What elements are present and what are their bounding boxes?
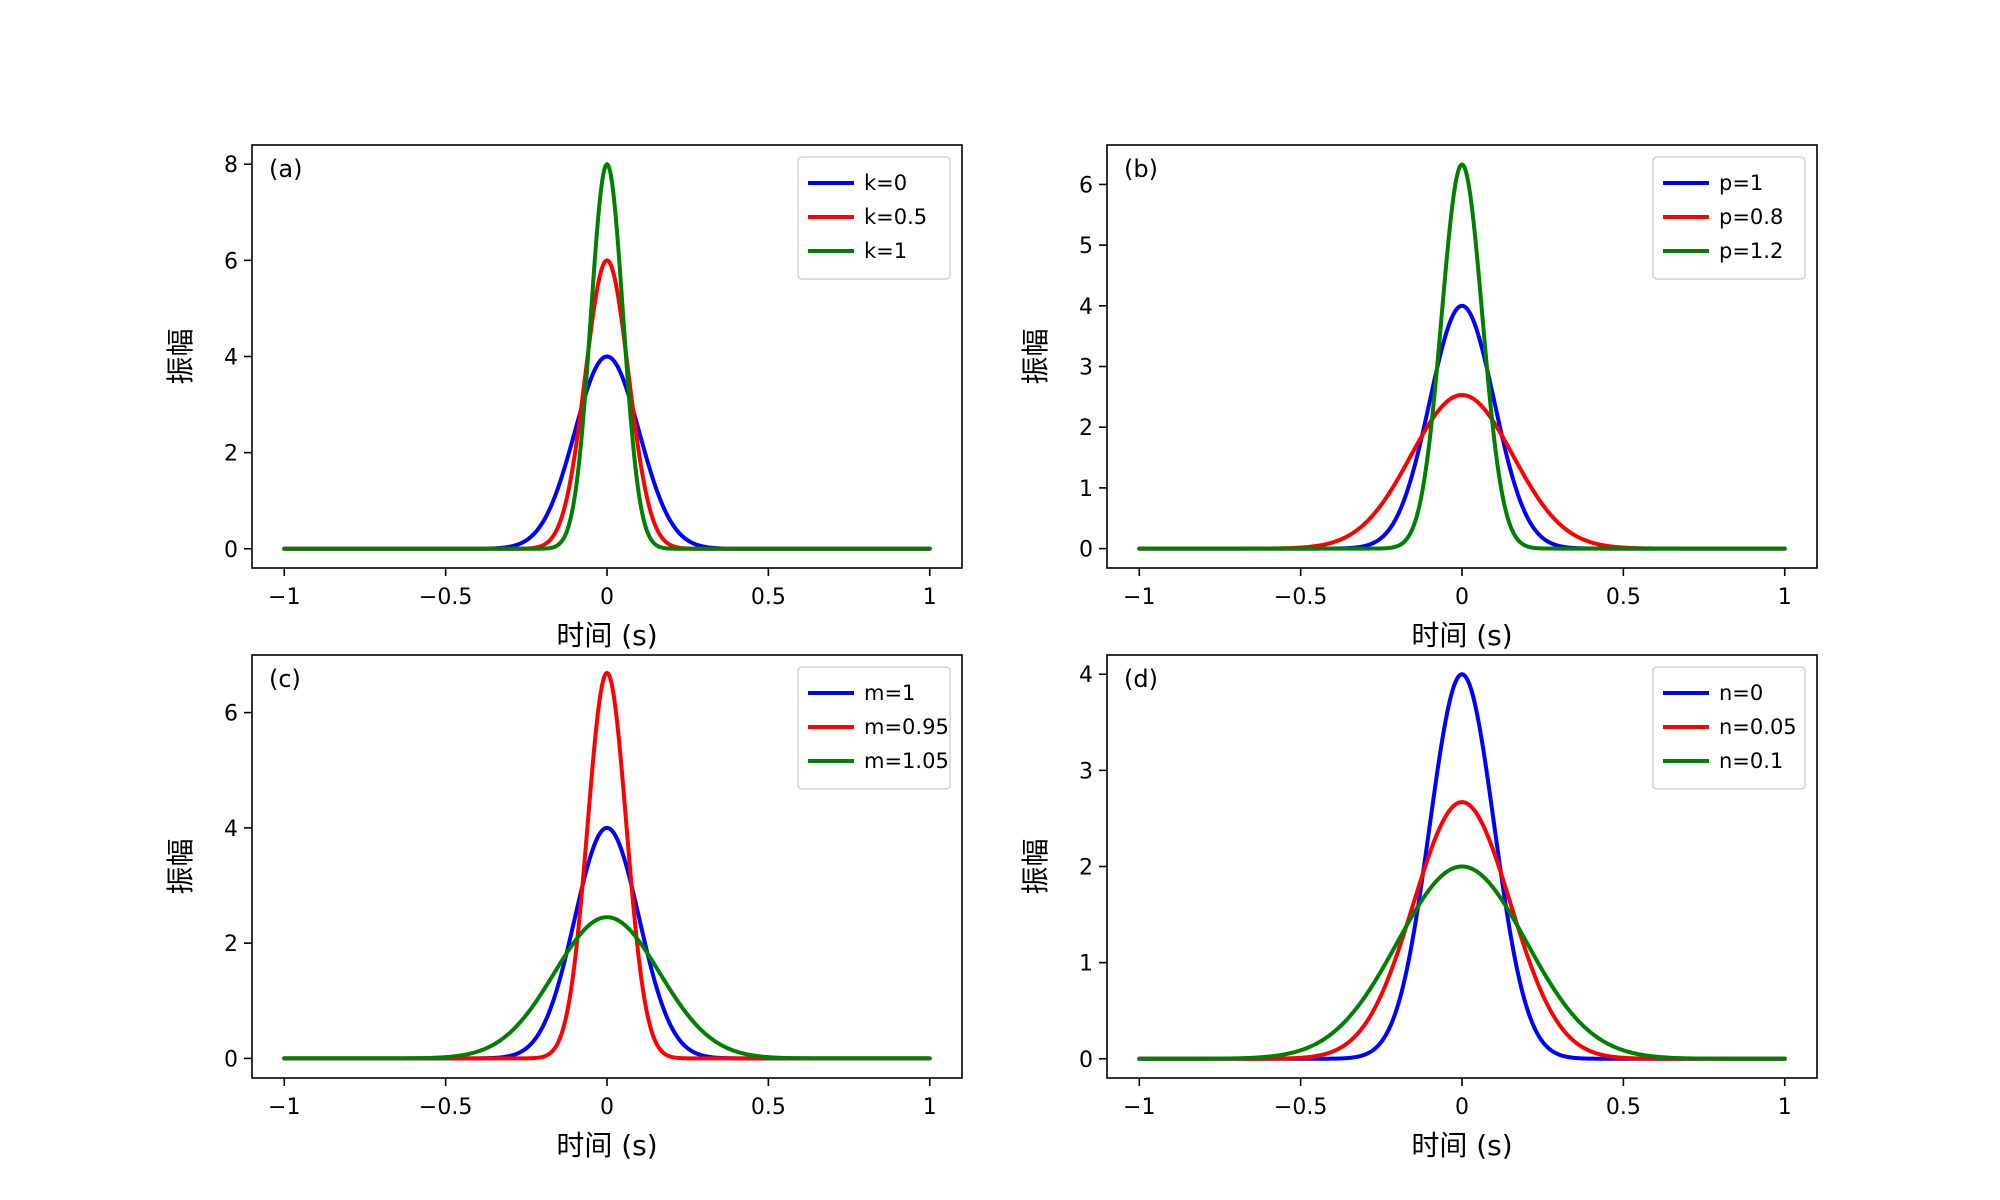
legend-entry: m=1.05	[864, 749, 949, 773]
y-tick-label: 1	[1079, 477, 1093, 502]
legend-entry: p=0.8	[1719, 205, 1783, 229]
y-tick-label: 4	[1079, 295, 1093, 320]
x-tick-label: 0.5	[751, 1095, 786, 1120]
panel-c: −1 −0.5 0 0.5 1 0 2 4 6 时间 (s) 振幅 (c) m=1 m=0.95 m=1.0…	[164, 654, 963, 1162]
x-tick-label: −0.5	[1274, 585, 1327, 610]
x-tick-label: −0.5	[419, 585, 472, 610]
x-tick-label: 1	[1778, 1095, 1792, 1120]
x-axis-label: 时间 (s)	[556, 619, 657, 652]
x-tick-label: 0.5	[751, 585, 786, 610]
y-tick-label: 4	[224, 346, 238, 371]
y-tick-label: 1	[1079, 952, 1093, 977]
y-tick-label: 3	[1079, 759, 1093, 784]
y-tick-label: 3	[1079, 356, 1093, 381]
y-tick-label: 6	[224, 702, 238, 727]
legend-frame	[797, 666, 951, 790]
legend-entry: m=1	[864, 681, 915, 705]
legend: n=0 n=0.05 n=0.1	[1652, 666, 1806, 790]
y-tick-label: 4	[1079, 663, 1093, 688]
panel-label: (d)	[1124, 665, 1158, 693]
legend-frame	[1652, 156, 1806, 280]
y-axis-label: 振幅	[1019, 328, 1052, 384]
x-axis-label: 时间 (s)	[1411, 1129, 1512, 1162]
legend-entry: p=1	[1719, 171, 1763, 195]
y-tick-label: 0	[224, 538, 238, 563]
x-tick-label: −1	[268, 585, 300, 610]
series-line-2	[282, 915, 932, 1061]
legend-entry: n=0.1	[1719, 749, 1783, 773]
x-axis-label: 时间 (s)	[1411, 619, 1512, 652]
y-tick-label: 6	[1079, 173, 1093, 198]
x-axis-label: 时间 (s)	[556, 1129, 657, 1162]
legend: m=1 m=0.95 m=1.05	[797, 666, 951, 790]
panel-a: −1 −0.5 0 0.5 1 0 2 4 6 8 时间 (s) 振幅 (a) k=0 k=0.5 k=1	[164, 144, 963, 652]
y-tick-label: 2	[1079, 416, 1093, 441]
x-tick-label: 0	[600, 585, 614, 610]
x-tick-label: 0.5	[1606, 1095, 1641, 1120]
panel-d: −1 −0.5 0 0.5 1 0 1 2 3 4 时间 (s) 振幅 (d) n=0 n=0.05 n=0.…	[1019, 654, 1818, 1162]
series-line-2	[282, 162, 932, 551]
panel-label: (c)	[269, 665, 301, 693]
y-tick-label: 2	[224, 932, 238, 957]
y-axis-label: 振幅	[164, 328, 197, 384]
x-tick-label: 0	[600, 1095, 614, 1120]
legend: k=0 k=0.5 k=1	[797, 156, 951, 280]
y-tick-label: 5	[1079, 234, 1093, 259]
legend-entry: n=0.05	[1719, 715, 1797, 739]
y-axis-label: 振幅	[1019, 838, 1052, 894]
legend-entry: n=0	[1719, 681, 1763, 705]
y-tick-label: 8	[224, 153, 238, 178]
legend-frame	[1652, 666, 1806, 790]
y-tick-label: 2	[224, 442, 238, 467]
legend: p=1 p=0.8 p=1.2	[1652, 156, 1806, 280]
legend-entry: k=0	[864, 171, 907, 195]
y-tick-label: 0	[1079, 1048, 1093, 1073]
y-tick-label: 2	[1079, 856, 1093, 881]
x-tick-label: −0.5	[1274, 1095, 1327, 1120]
x-tick-label: −1	[1123, 1095, 1155, 1120]
legend-entry: k=1	[864, 239, 907, 263]
y-tick-label: 0	[1079, 538, 1093, 563]
legend-entry: k=0.5	[864, 205, 927, 229]
x-tick-label: 1	[923, 1095, 937, 1120]
y-axis-label: 振幅	[164, 838, 197, 894]
x-tick-label: 0	[1455, 585, 1469, 610]
y-tick-label: 4	[224, 817, 238, 842]
x-tick-label: 0	[1455, 1095, 1469, 1120]
legend-frame	[797, 156, 951, 280]
legend-entry: p=1.2	[1719, 239, 1783, 263]
legend-entry: m=0.95	[864, 715, 949, 739]
x-tick-label: 1	[923, 585, 937, 610]
x-tick-label: −0.5	[419, 1095, 472, 1120]
x-tick-label: −1	[1123, 585, 1155, 610]
y-tick-label: 0	[224, 1047, 238, 1072]
x-tick-label: 1	[1778, 585, 1792, 610]
x-tick-label: −1	[268, 1095, 300, 1120]
series-line-2	[1137, 162, 1787, 551]
panel-label: (a)	[269, 155, 302, 183]
series-line-2	[1137, 864, 1787, 1061]
y-tick-label: 6	[224, 249, 238, 274]
panel-label: (b)	[1124, 155, 1158, 183]
x-tick-label: 0.5	[1606, 585, 1641, 610]
